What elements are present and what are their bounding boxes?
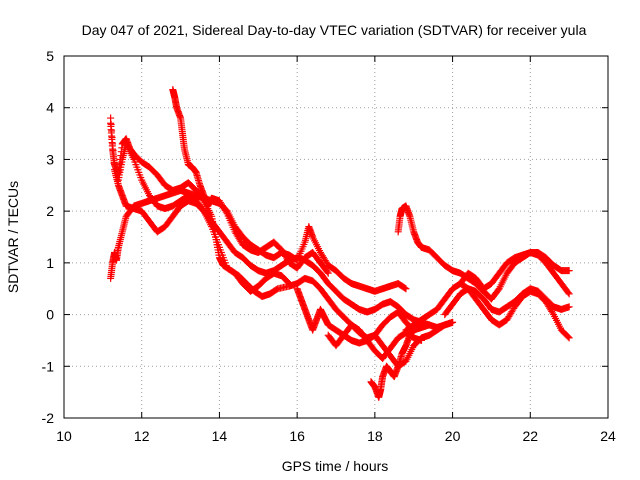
series-track-7: [367, 326, 418, 401]
data-point: [284, 279, 292, 287]
y-tick-label: 2: [46, 203, 54, 219]
x-tick-label: 16: [289, 428, 305, 444]
data-point: [417, 336, 425, 344]
y-tick-label: 0: [46, 307, 54, 323]
series-track-11: [456, 249, 573, 298]
x-tick-label: 12: [134, 428, 150, 444]
data-point: [109, 146, 117, 154]
chart-title: Day 047 of 2021, Sidereal Day-to-day VTE…: [82, 22, 587, 38]
y-tick-label: 4: [46, 100, 54, 116]
data-point: [107, 114, 115, 122]
data-point: [285, 280, 293, 288]
y-tick-label: -2: [42, 410, 55, 426]
data-point: [565, 303, 573, 311]
data-point: [549, 309, 557, 317]
data-point: [108, 127, 116, 135]
x-axis-label: GPS time / hours: [282, 458, 389, 474]
data-point: [107, 121, 115, 129]
series-track-4: [169, 86, 332, 277]
data-point: [324, 269, 332, 277]
data-point: [565, 267, 573, 275]
series-track-12: [324, 321, 425, 363]
x-tick-label: 14: [212, 428, 228, 444]
data-point: [110, 159, 118, 167]
x-tick-label: 20: [445, 428, 461, 444]
y-tick-label: -1: [42, 358, 55, 374]
data-point: [402, 285, 410, 293]
data-point: [564, 333, 572, 341]
x-tick-label: 22: [522, 428, 538, 444]
grid: [64, 56, 608, 418]
x-tick-label: 24: [600, 428, 616, 444]
data-point: [401, 284, 409, 292]
series-track-10: [441, 285, 573, 319]
axis-ticks: [63, 55, 609, 419]
data-point: [323, 268, 331, 276]
data-point: [109, 140, 117, 148]
data-point: [110, 153, 118, 161]
y-tick-label: 1: [46, 255, 54, 271]
y-tick-labels: -2 -1 0 1 2 3 4 5: [42, 48, 55, 426]
data-point: [564, 289, 572, 297]
x-tick-labels: 10 12 14 16 18 20 22 24: [56, 428, 616, 444]
data-marks: [107, 86, 573, 401]
data-point: [565, 290, 573, 298]
y-tick-label: 5: [46, 48, 54, 64]
data-point: [565, 334, 573, 342]
y-axis-label: SDTVAR / TECUs: [5, 181, 21, 293]
data-point: [449, 318, 457, 326]
y-tick-label: 3: [46, 151, 54, 167]
series-track-5: [114, 140, 293, 295]
data-point: [108, 133, 116, 141]
x-tick-label: 10: [56, 428, 72, 444]
x-tick-label: 18: [367, 428, 383, 444]
plot-frame: [63, 55, 609, 419]
data-point: [222, 208, 230, 216]
